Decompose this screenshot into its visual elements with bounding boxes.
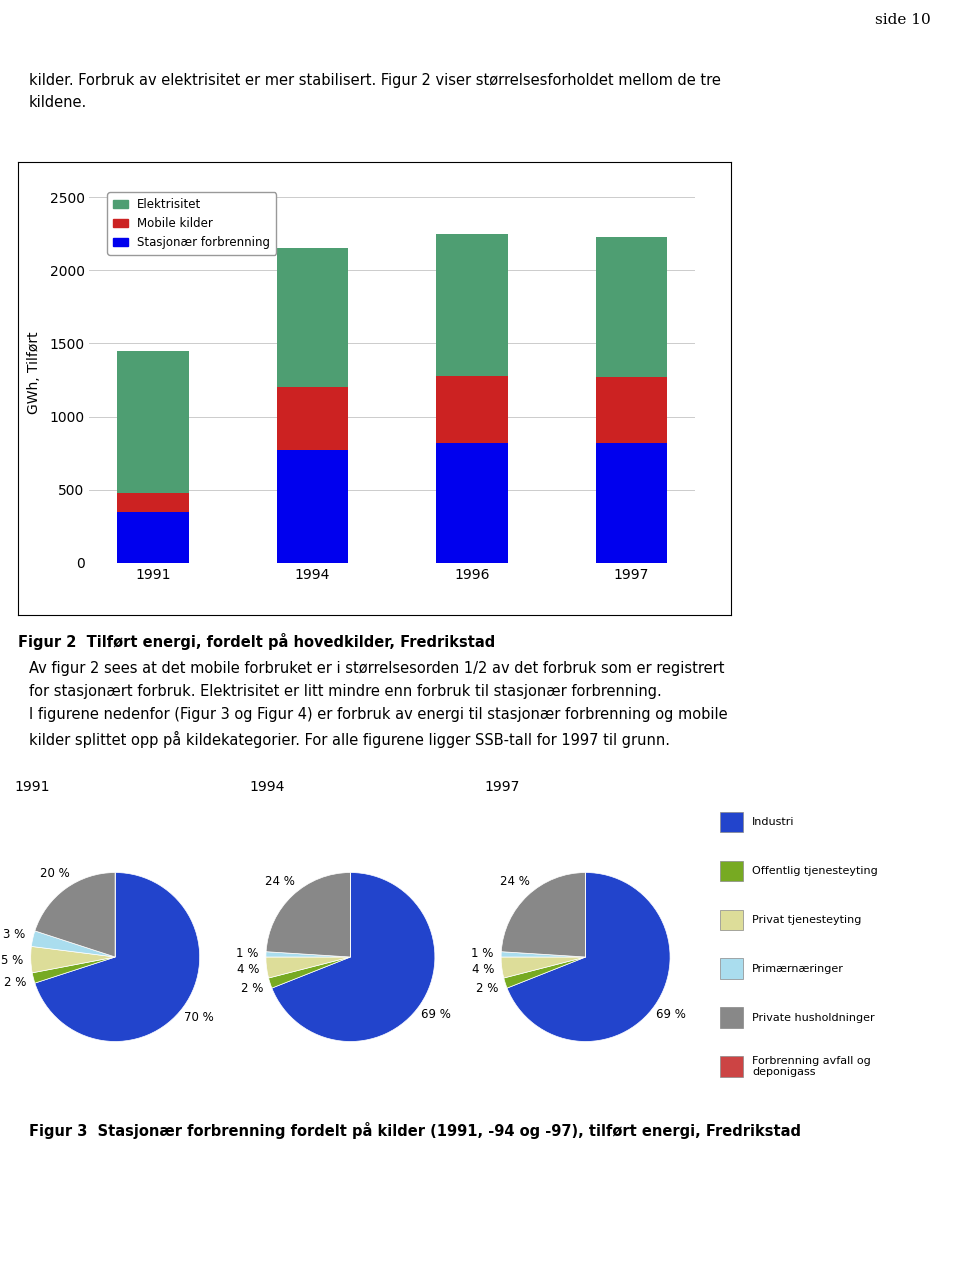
Text: side 10: side 10 [876,14,931,27]
Text: Av figur 2 sees at det mobile forbruket er i størrelsesorden 1/2 av det forbruk : Av figur 2 sees at det mobile forbruket … [29,661,728,748]
Wedge shape [35,873,115,957]
FancyBboxPatch shape [720,1007,743,1028]
Wedge shape [32,931,115,957]
Text: 1 %: 1 % [236,947,258,961]
Text: 24 %: 24 % [500,875,530,888]
Bar [276,450,348,563]
Text: Industri: Industri [752,817,795,827]
FancyBboxPatch shape [720,958,743,979]
Legend: Elektrisitet, Mobile kilder, Stasjonær forbrenning: Elektrisitet, Mobile kilder, Stasjonær f… [108,193,276,255]
FancyBboxPatch shape [720,1057,743,1077]
Text: Privat tjenesteyting: Privat tjenesteyting [752,915,861,925]
Text: 1 %: 1 % [471,947,493,961]
FancyBboxPatch shape [720,910,743,930]
Bar [595,443,667,563]
Bar [276,249,348,388]
Bar [436,375,508,443]
Bar [595,237,667,378]
Text: 1997: 1997 [485,780,520,794]
Text: 2 %: 2 % [476,983,499,995]
Text: 1991: 1991 [14,780,50,794]
Text: Primærnæringer: Primærnæringer [752,963,844,974]
Text: 20 %: 20 % [39,868,69,880]
Text: 5 %: 5 % [1,953,23,967]
Text: 1994: 1994 [250,780,285,794]
Y-axis label: GWh, Tilført: GWh, Tilført [27,332,41,413]
Wedge shape [35,873,200,1041]
Wedge shape [266,952,350,957]
Wedge shape [269,957,350,988]
Bar [436,234,508,375]
Wedge shape [31,947,115,972]
Text: 4 %: 4 % [472,963,494,976]
FancyBboxPatch shape [720,812,743,832]
Text: 69 %: 69 % [656,1008,685,1021]
FancyBboxPatch shape [720,860,743,882]
Text: kilder. Forbruk av elektrisitet er mer stabilisert. Figur 2 viser størrelsesforh: kilder. Forbruk av elektrisitet er mer s… [29,73,721,110]
Bar [436,443,508,563]
Wedge shape [33,957,115,983]
Bar [117,512,189,563]
Text: 70 %: 70 % [183,1011,213,1025]
Text: 24 %: 24 % [265,875,295,888]
Bar [276,388,348,450]
Text: 4 %: 4 % [237,963,259,976]
Text: 69 %: 69 % [420,1008,450,1021]
Text: 2 %: 2 % [241,983,264,995]
Text: Figur 3  Stasjonær forbrenning fordelt på kilder (1991, -94 og -97), tilført ene: Figur 3 Stasjonær forbrenning fordelt på… [29,1122,801,1139]
Text: 3 %: 3 % [4,928,26,940]
Wedge shape [266,957,350,977]
Wedge shape [504,957,586,988]
Wedge shape [272,873,435,1041]
Text: Figur 2  Tilført energi, fordelt på hovedkilder, Fredrikstad: Figur 2 Tilført energi, fordelt på hoved… [18,633,495,651]
Text: Private husholdninger: Private husholdninger [752,1013,875,1022]
Bar [117,493,189,512]
Wedge shape [266,873,350,957]
Bar [595,378,667,443]
Wedge shape [501,873,586,957]
Wedge shape [501,952,586,957]
Bar [117,351,189,493]
Wedge shape [507,873,670,1041]
Text: Offentlig tjenesteyting: Offentlig tjenesteyting [752,866,877,875]
Wedge shape [501,957,586,977]
Text: 2 %: 2 % [4,976,27,989]
Text: Forbrenning avfall og
deponigass: Forbrenning avfall og deponigass [752,1055,871,1077]
